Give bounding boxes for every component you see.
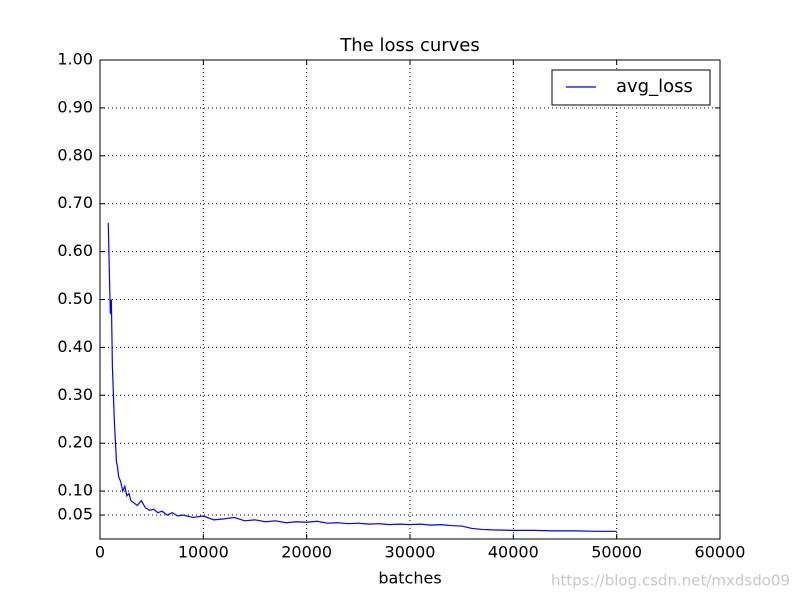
y-tick-label: 0.10 xyxy=(57,481,93,500)
y-tick-label: 0.05 xyxy=(57,505,93,524)
legend-label: avg_loss xyxy=(616,76,693,97)
x-tick-label: 30000 xyxy=(385,543,436,562)
y-tick-label: 0.60 xyxy=(57,241,93,260)
y-tick-label: 0.20 xyxy=(57,433,93,452)
x-tick-label: 50000 xyxy=(591,543,642,562)
y-tick-label: 0.50 xyxy=(57,289,93,308)
x-tick-label: 40000 xyxy=(488,543,539,562)
x-tick-label: 0 xyxy=(95,543,105,562)
x-tick-label: 60000 xyxy=(695,543,746,562)
x-tick-label: 10000 xyxy=(178,543,229,562)
y-tick-label: 0.30 xyxy=(57,385,93,404)
chart-title: The loss curves xyxy=(339,35,480,56)
x-axis-label: batches xyxy=(378,569,441,588)
loss-line xyxy=(107,222,617,532)
y-tick-label: 0.80 xyxy=(57,145,93,164)
y-tick-label: 0.70 xyxy=(57,193,93,212)
watermark: https://blog.csdn.net/mxdsdo09 xyxy=(551,572,790,590)
y-tick-label: 0.40 xyxy=(57,337,93,356)
plot-frame xyxy=(99,59,721,540)
y-tick-label: 1.00 xyxy=(57,50,93,69)
y-tick-label: 0.90 xyxy=(57,97,93,116)
x-tick-label: 20000 xyxy=(281,543,332,562)
legend-box xyxy=(551,69,711,106)
